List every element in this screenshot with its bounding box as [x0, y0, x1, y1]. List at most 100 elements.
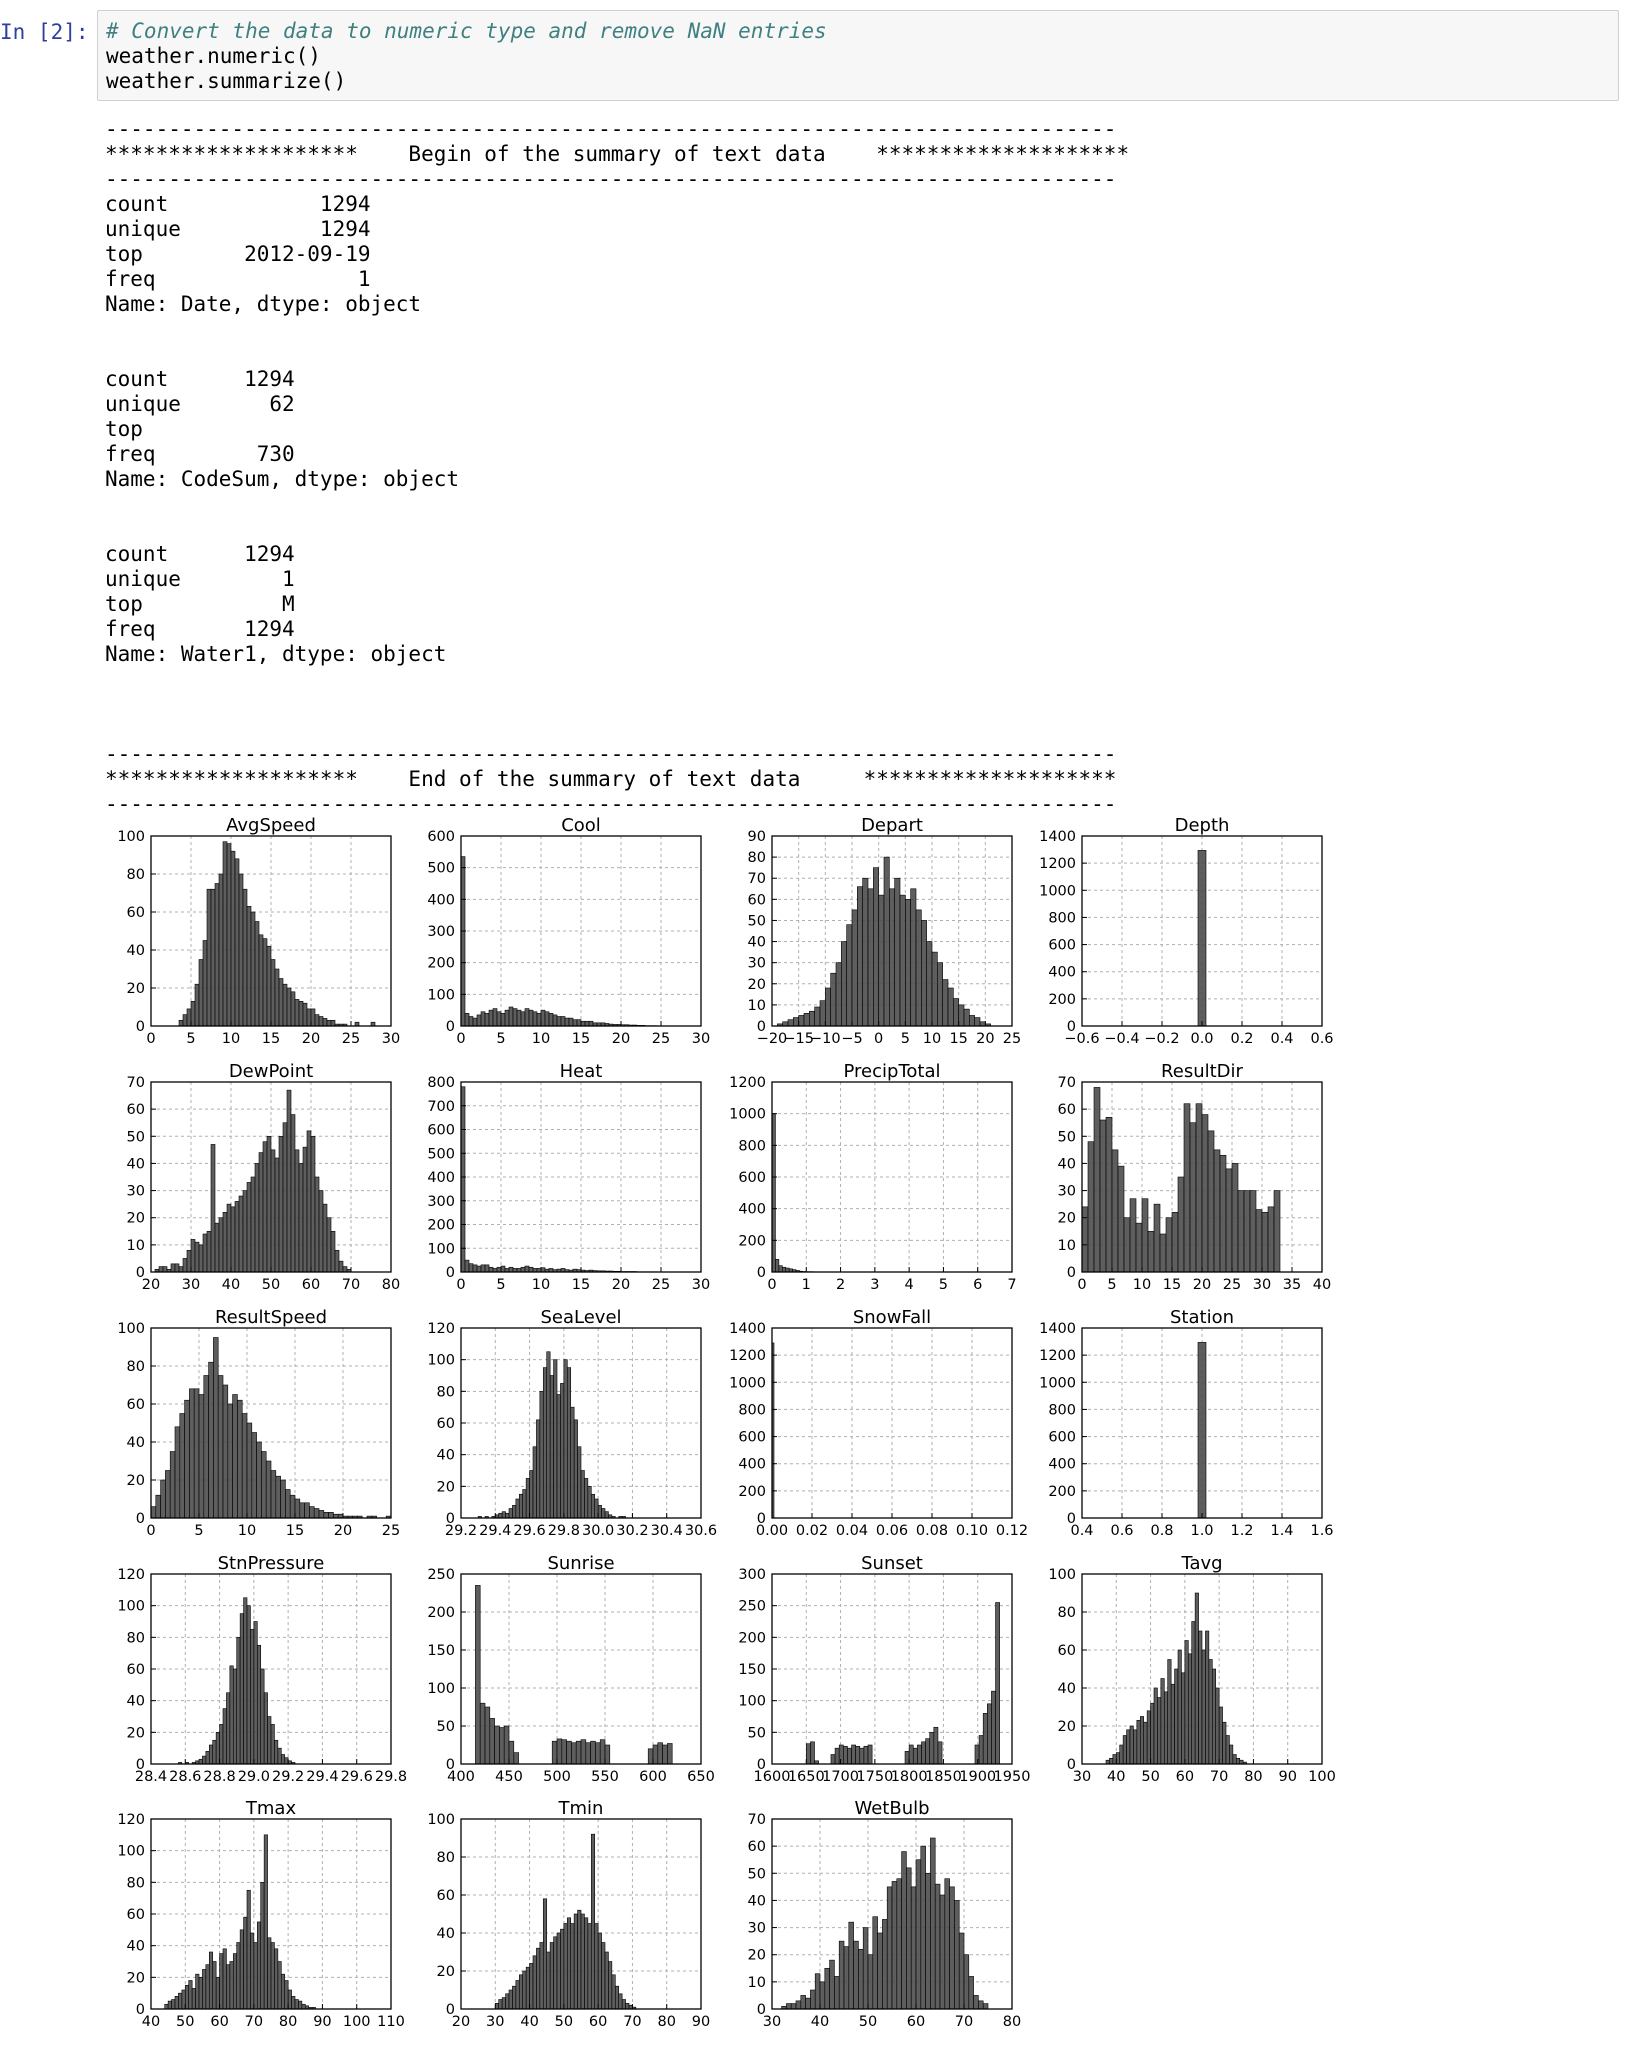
- histogram-bar: [805, 1997, 811, 2010]
- y-tick-label: 60: [437, 1416, 455, 1432]
- histogram-bar: [206, 1230, 212, 1273]
- y-tick-label: 0: [446, 2002, 455, 2018]
- histogram-bar: [604, 1744, 611, 1765]
- histogram-bar: [484, 1706, 491, 1765]
- histogram-bar: [549, 1942, 554, 2010]
- y-tick-label: 800: [738, 1402, 766, 1418]
- x-tick-label: 40: [1107, 1769, 1125, 1785]
- y-tick-label: 60: [748, 892, 766, 908]
- histogram-bar: [290, 991, 296, 1027]
- histogram-bar: [1087, 1141, 1095, 1273]
- histogram-bar: [1129, 1725, 1134, 1765]
- y-tick-label: 30: [748, 956, 766, 972]
- x-tick-label: 1950: [994, 1769, 1031, 1785]
- histogram-bar: [883, 856, 890, 1027]
- histogram-bar: [178, 1020, 184, 1027]
- histogram-bar: [326, 1217, 332, 1273]
- y-tick-label: 60: [127, 1397, 145, 1413]
- x-tick-label: 25: [652, 1277, 670, 1293]
- y-tick-label: 90: [748, 829, 766, 845]
- x-tick-label: 0: [146, 1031, 155, 1047]
- code-cell[interactable]: # Convert the data to numeric type and r…: [97, 10, 1619, 101]
- histogram-bar: [266, 945, 272, 1027]
- histogram-bar: [1133, 1729, 1138, 1765]
- y-tick-label: 1000: [729, 1107, 766, 1123]
- histogram-bar: [518, 1493, 524, 1519]
- histogram-bar: [237, 1399, 243, 1519]
- histogram-bar: [232, 1394, 238, 1519]
- histogram-bar: [599, 1739, 606, 1765]
- histogram-bar: [215, 1977, 220, 2010]
- x-tick-label: 60: [907, 2014, 925, 2027]
- histogram-bar: [194, 983, 200, 1027]
- axes-frame: [771, 835, 1013, 1027]
- y-tick-label: 70: [748, 1812, 766, 1828]
- histogram-bar: [532, 1011, 538, 1027]
- axes-frame: [771, 1818, 1013, 2010]
- y-tick-label: 50: [748, 1725, 766, 1741]
- x-tick-label: 15: [572, 1277, 590, 1293]
- x-tick-label: 29.6: [513, 1523, 545, 1539]
- y-tick-label: 120: [117, 1567, 145, 1583]
- histogram-bar: [270, 1724, 275, 1765]
- histogram-bar: [1181, 1672, 1186, 1765]
- histogram-bar: [560, 1928, 565, 2010]
- histogram-bar: [580, 1470, 585, 1519]
- histogram-bar: [501, 1997, 506, 2010]
- y-tick-label: 120: [117, 1812, 145, 1828]
- histogram-bar: [954, 1900, 960, 2010]
- subplot-title: Heat: [560, 1061, 603, 1082]
- histogram-bar: [953, 998, 959, 1027]
- x-tick-label: 1750: [856, 1769, 893, 1785]
- y-tick-label: 800: [427, 1075, 455, 1091]
- x-tick-label: 50: [176, 2014, 194, 2027]
- y-tick-label: 0: [136, 1757, 145, 1773]
- histogram-bar: [215, 1732, 220, 1765]
- x-tick-label: 0.0: [1190, 1031, 1213, 1047]
- histogram-bar: [291, 1996, 296, 2010]
- histogram-bar: [501, 1511, 506, 1519]
- x-tick-label: 1: [802, 1277, 811, 1293]
- x-tick-label: 40: [1313, 1277, 1331, 1293]
- y-tick-label: 40: [127, 1939, 145, 1955]
- y-tick-label: 1400: [1039, 829, 1076, 845]
- axes-frame: [150, 1327, 392, 1519]
- histogram-bar: [647, 1748, 654, 1765]
- histogram-bar: [551, 1740, 558, 1765]
- histogram-bar: [910, 888, 917, 1027]
- histogram-bar: [165, 1470, 171, 1519]
- histogram-bar: [878, 894, 885, 1027]
- y-tick-label: 0: [1067, 1757, 1076, 1773]
- x-tick-label: 110: [377, 2014, 405, 2027]
- x-tick-label: 30: [1253, 1277, 1271, 1293]
- x-tick-label: 60: [210, 2014, 228, 2027]
- histogram-bar: [873, 867, 879, 1027]
- x-tick-label: 0.6: [1310, 1031, 1333, 1047]
- y-tick-label: 0: [1067, 1511, 1076, 1527]
- histogram-bar: [334, 1249, 340, 1273]
- histogram-bar: [926, 941, 933, 1027]
- histogram-bar: [222, 1384, 229, 1519]
- y-tick-label: 400: [738, 1457, 766, 1473]
- histogram-bar: [814, 1973, 821, 2010]
- histogram-bar: [553, 1359, 558, 1519]
- histogram-bar: [150, 1506, 157, 1519]
- histogram-bar: [488, 1266, 494, 1273]
- histogram-bar: [182, 1014, 188, 1027]
- x-tick-label: 4: [905, 1277, 914, 1293]
- x-tick-label: 30: [382, 1031, 400, 1047]
- histogram-bar: [1165, 1217, 1173, 1273]
- histogram-bar: [294, 1498, 301, 1519]
- x-tick-label: 60: [589, 2014, 607, 2027]
- histogram-bar: [1129, 1198, 1137, 1273]
- y-tick-label: 1400: [1039, 1321, 1076, 1337]
- x-tick-label: 400: [447, 1769, 475, 1785]
- y-tick-label: 20: [127, 1211, 145, 1227]
- subplot-title: Station: [1170, 1307, 1234, 1328]
- histogram-bar: [480, 1264, 486, 1273]
- histogram-bar: [546, 1351, 551, 1519]
- y-tick-label: 100: [1048, 1567, 1076, 1583]
- histogram-bar: [572, 1019, 578, 1027]
- histogram-bar: [318, 1510, 325, 1519]
- histogram-bar: [560, 1016, 566, 1027]
